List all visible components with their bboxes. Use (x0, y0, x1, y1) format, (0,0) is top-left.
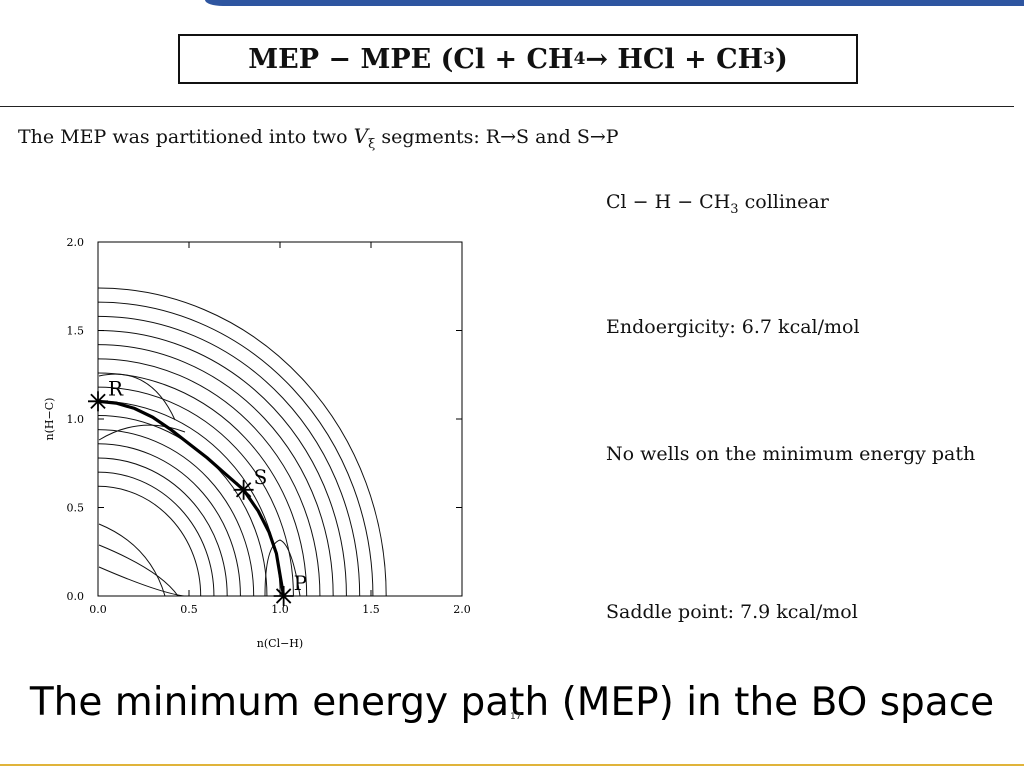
x-tick-label-3: 1.5 (362, 603, 380, 616)
title-divider (0, 106, 1014, 107)
marker-s: S (233, 465, 268, 500)
path-markers: R S P (88, 376, 307, 606)
x-tick-label-2: 1.0 (271, 603, 289, 616)
title-prefix: MEP − MPE (Cl + CH (248, 43, 574, 75)
contour-line-2 (98, 457, 228, 596)
contour-lines (98, 287, 387, 596)
x-tick-label-4: 2.0 (453, 603, 471, 616)
top-accent-bar (205, 0, 1024, 6)
slide-number: 17 (510, 712, 522, 722)
marker-label-s: S (254, 465, 268, 489)
note-saddle-point: Saddle point: 7.9 kcal/mol (606, 601, 858, 623)
contour-line-14 (98, 287, 387, 596)
note-collinear-suffix: collinear (738, 191, 829, 213)
marker-r: R (88, 376, 124, 412)
y-tick-label-3: 1.5 (67, 325, 85, 338)
contour-line-0 (98, 485, 202, 596)
contour-line-3 (98, 443, 241, 596)
contour-line-12 (98, 315, 361, 596)
title-mid: → HCl + CH (585, 43, 764, 75)
intro-v-symbol: V (353, 124, 369, 148)
contour-line-5 (98, 414, 268, 596)
y-tick-label-1: 0.5 (67, 502, 85, 515)
contour-line-1 (98, 471, 215, 596)
contour-line-9 (98, 358, 321, 596)
marker-label-r: R (108, 376, 124, 400)
note-endoergicity: Endoergicity: 6.7 kcal/mol (606, 316, 860, 338)
x-axis-label: n(Cl−H) (257, 637, 303, 650)
contour-line-10 (98, 344, 334, 596)
title-sub-1: 4 (573, 49, 586, 69)
note-collinear-prefix: Cl − H − CH (606, 191, 731, 213)
note-collinear-sub: 3 (730, 201, 739, 217)
contour-line-13 (98, 301, 374, 596)
mep-contour-plot: 0.0 0.5 1.0 1.5 2.0 0.0 0.5 1.0 1.5 2.0 R S P n(Cl−… (43, 236, 471, 650)
marker-p: P (273, 571, 307, 606)
title-sub-2: 3 (763, 49, 775, 69)
mep-path-line (96, 399, 286, 598)
intro-v-sub: ξ (368, 136, 376, 152)
slide-caption: The minimum energy path (MEP) in the BO … (29, 680, 995, 725)
well-contour-lines (98, 373, 301, 596)
slide-title: MEP − MPE (Cl + CH 4 → HCl + CH 3) (178, 34, 858, 84)
contour-line-8 (98, 372, 308, 596)
y-axis-label: n(H−C) (43, 398, 56, 441)
note-no-wells: No wells on the minimum energy path (606, 443, 976, 465)
x-tick-label-1: 0.5 (180, 603, 198, 616)
axis-ticks: 0.0 0.5 1.0 1.5 2.0 0.0 0.5 1.0 1.5 2.0 (67, 236, 471, 616)
contour-line-11 (98, 330, 347, 596)
y-tick-label-2: 1.0 (67, 413, 85, 426)
x-tick-label-0: 0.0 (89, 603, 107, 616)
y-tick-label-4: 2.0 (67, 236, 85, 249)
intro-after: segments: R→S and S→P (375, 126, 619, 148)
title-suffix: ) (774, 43, 788, 75)
note-collinear: Cl − H − CH3 collinear (606, 188, 829, 224)
contour-line-4 (98, 429, 255, 596)
intro-before: The MEP was partitioned into two (18, 126, 354, 148)
bottom-accent-line (0, 764, 1024, 766)
y-tick-label-0: 0.0 (67, 590, 85, 603)
intro-text: The MEP was partitioned into two Vξ segm… (18, 124, 619, 152)
marker-label-p: P (294, 571, 307, 595)
